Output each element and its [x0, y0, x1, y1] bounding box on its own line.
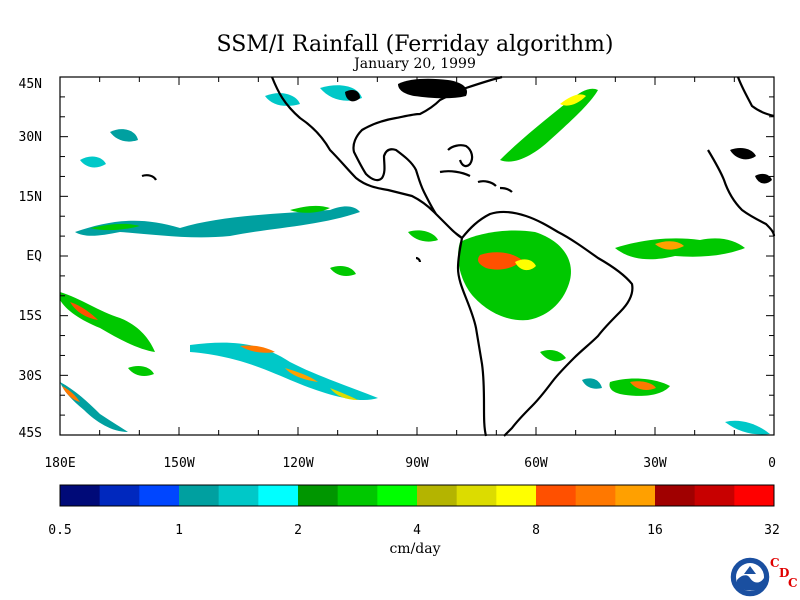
colorbar-swatch: [298, 485, 339, 506]
coastline-africa: [707, 76, 776, 237]
colorbar-tick-label: 32: [764, 523, 780, 538]
colorbar-swatch: [615, 485, 656, 506]
noaa-logo: [729, 556, 771, 598]
lon-label: 150W: [163, 456, 195, 471]
rain-patch: [630, 381, 656, 390]
no-data-patch: [345, 90, 360, 102]
colorbar-frame: [59, 484, 775, 507]
lat-label: 15S: [18, 309, 42, 324]
colorbar-tick-label: 0.5: [48, 523, 72, 538]
no-data-areas: [345, 78, 772, 184]
colorbar-tick-label: 8: [532, 523, 540, 538]
lat-label: EQ: [26, 249, 42, 264]
rain-patch: [500, 88, 598, 162]
rain-patch: [408, 230, 438, 242]
map-subtitle: January 20, 1999: [354, 56, 476, 72]
colorbar-swatch: [417, 485, 458, 506]
coastline-islands: [141, 174, 422, 263]
rain-patch: [60, 292, 155, 352]
rain-patch: [515, 259, 536, 271]
coastlines: [141, 75, 776, 437]
rain-patch: [290, 205, 330, 213]
rain-patch: [128, 366, 154, 376]
rainfall-field: [60, 85, 770, 435]
rain-patch: [330, 388, 358, 400]
colorbar-swatch: [496, 485, 537, 506]
lat-label: 45S: [18, 426, 42, 441]
colorbar-swatch: [536, 485, 577, 506]
rain-patch: [330, 266, 356, 276]
rain-patch: [285, 368, 318, 382]
rain-patch: [240, 345, 275, 353]
cdc-letter: C: [770, 556, 780, 570]
colorbar-swatch: [734, 485, 775, 506]
rain-patch: [70, 302, 98, 320]
colorbar-swatch: [60, 485, 101, 506]
colorbar-swatch: [258, 485, 299, 506]
lon-label: 180E: [44, 456, 76, 471]
coastline-florida: [447, 144, 474, 168]
colorbar-tick-label: 4: [413, 523, 421, 538]
cdc-letter: D: [779, 566, 790, 580]
lat-label: 30S: [18, 369, 42, 384]
colorbar-swatch: [575, 485, 616, 506]
rain-patch: [110, 129, 138, 142]
map-title: SSM/I Rainfall (Ferriday algorithm): [216, 32, 614, 57]
map-ticks: [59, 76, 775, 436]
colorbar-swatch: [139, 485, 180, 506]
lat-label: 45N: [18, 77, 42, 92]
rain-patch: [540, 350, 566, 362]
rain-patch: [80, 156, 106, 168]
lat-label: 30N: [18, 130, 42, 145]
colorbar: [59, 484, 775, 507]
rain-patch: [75, 206, 360, 238]
rain-patch: [62, 386, 80, 402]
cdc-letter: C: [788, 576, 798, 590]
coastline-caribbean: [439, 170, 513, 193]
lon-label: 120W: [282, 456, 314, 471]
lon-label: 60W: [524, 456, 548, 471]
colorbar-swatch: [456, 485, 497, 506]
rain-patch: [582, 378, 602, 389]
rain-patch: [478, 252, 522, 270]
rain-patch: [458, 230, 571, 321]
lon-label: 30W: [643, 456, 667, 471]
coastline-south-america: [456, 210, 634, 437]
rain-patch: [90, 223, 140, 231]
colorbar-tick-label: 16: [647, 523, 663, 538]
rain-patch: [725, 420, 770, 435]
rain-patch: [560, 94, 586, 106]
colorbar-tick-label: 1: [175, 523, 183, 538]
rain-patch: [615, 238, 745, 260]
colorbar-tick-label: 2: [294, 523, 302, 538]
colorbar-swatch: [337, 485, 378, 506]
rain-patch: [655, 241, 684, 250]
lat-label: 15N: [18, 190, 42, 205]
colorbar-units: cm/day: [389, 541, 441, 557]
no-data-patch: [398, 78, 468, 99]
rain-patch: [190, 342, 378, 401]
colorbar-swatch: [218, 485, 259, 506]
no-data-patch: [730, 148, 756, 160]
colorbar-swatch: [377, 485, 418, 506]
colorbar-swatch: [655, 485, 696, 506]
lon-label: 0: [768, 456, 776, 471]
colorbar-swatch: [179, 485, 220, 506]
coastline-north-america: [270, 75, 503, 239]
colorbar-swatch: [99, 485, 140, 506]
colorbar-swatch: [694, 485, 735, 506]
lon-label: 90W: [405, 456, 429, 471]
rain-patch: [60, 382, 128, 432]
no-data-patch: [755, 173, 772, 184]
